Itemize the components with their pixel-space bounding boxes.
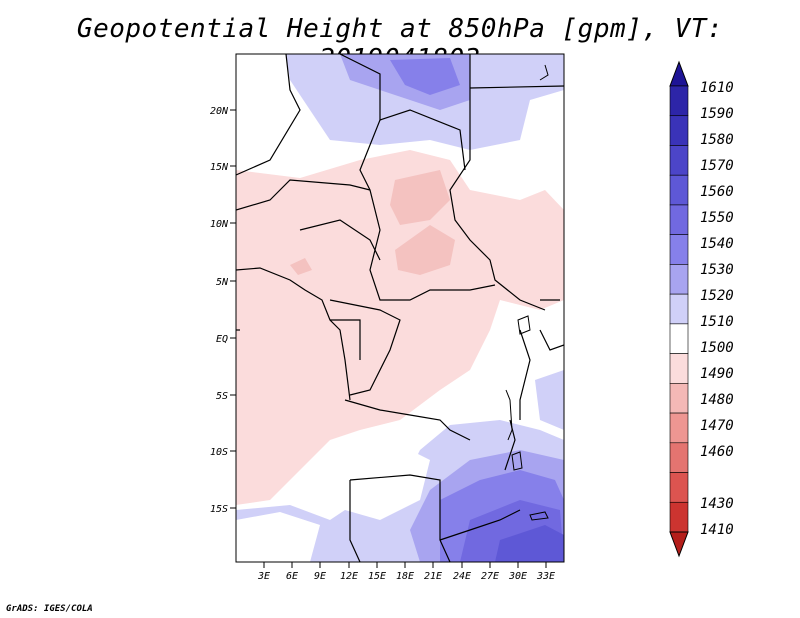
colorbar-segment xyxy=(669,115,689,146)
longitude-axis: 3E 6E 9E 12E 15E 18E 21E 24E 27E 30E 33E xyxy=(257,562,555,582)
colorbar-segment xyxy=(669,501,689,533)
latitude-axis: 20N 15N 10N 5N EQ 5S 10S 15S xyxy=(210,106,236,515)
colorbar-segment xyxy=(669,442,689,473)
lat-label: EQ xyxy=(216,334,228,345)
colorbar-label: 1570 xyxy=(700,158,734,174)
lon-label: 18E xyxy=(396,571,414,582)
lon-label: 33E xyxy=(536,571,555,582)
lat-label: 5N xyxy=(216,277,229,288)
lat-label: 15S xyxy=(210,504,228,515)
colorbar-label: 1550 xyxy=(700,210,734,226)
colorbar-segment xyxy=(669,60,689,87)
height-field xyxy=(236,54,564,562)
lake-outlines xyxy=(505,64,549,521)
lat-label: 15N xyxy=(210,162,229,173)
colorbar-segment xyxy=(669,234,689,265)
colorbar-label: 1500 xyxy=(700,340,734,356)
lat-label: 10N xyxy=(210,219,229,230)
colorbar-label: 1490 xyxy=(700,366,734,382)
colorbar: 1610 1590 1580 1570 1560 1550 1540 1530 … xyxy=(669,60,734,558)
lon-label: 15E xyxy=(368,571,386,582)
lon-label: 30E xyxy=(508,571,527,582)
colorbar-label: 1410 xyxy=(700,522,734,538)
colorbar-segment xyxy=(669,412,689,444)
map-frame xyxy=(235,53,565,563)
colorbar-label: 1460 xyxy=(700,444,734,460)
colorbar-segment xyxy=(669,383,689,414)
lat-label: 5S xyxy=(216,391,228,402)
lat-label: 10S xyxy=(210,447,228,458)
grads-credit: GrADS: IGES/COLA xyxy=(6,604,93,614)
colorbar-label: 1590 xyxy=(700,106,734,122)
colorbar-label: 1470 xyxy=(700,418,734,434)
colorbar-segment xyxy=(669,293,689,325)
colorbar-segment xyxy=(669,264,689,295)
colorbar-label: 1540 xyxy=(700,236,734,252)
colorbar-label: 1510 xyxy=(700,314,734,330)
colorbar-segment xyxy=(669,174,689,206)
colorbar-label: 1480 xyxy=(700,392,734,408)
colorbar-label: 1560 xyxy=(700,184,734,200)
lon-label: 9E xyxy=(314,571,326,582)
colorbar-segment xyxy=(669,85,689,117)
lon-label: 3E xyxy=(257,571,270,582)
lat-label: 20N xyxy=(210,106,229,117)
colorbar-segment xyxy=(669,353,689,384)
lon-label: 21E xyxy=(424,571,442,582)
lon-label: 27E xyxy=(481,571,499,582)
colorbar-label: 1520 xyxy=(700,288,734,304)
lon-label: 24E xyxy=(453,571,471,582)
colorbar-label: 1430 xyxy=(700,496,734,512)
colorbar-segment xyxy=(669,204,689,235)
colorbar-segment xyxy=(669,145,689,176)
lon-label: 6E xyxy=(286,571,298,582)
country-borders xyxy=(236,54,564,562)
colorbar-segment xyxy=(669,472,689,503)
colorbar-label: 1610 xyxy=(700,80,734,96)
lon-label: 12E xyxy=(340,571,358,582)
colorbar-label: 1580 xyxy=(700,132,734,148)
colorbar-label: 1530 xyxy=(700,262,734,278)
colorbar-segment xyxy=(669,323,689,354)
colorbar-segment xyxy=(669,531,689,558)
